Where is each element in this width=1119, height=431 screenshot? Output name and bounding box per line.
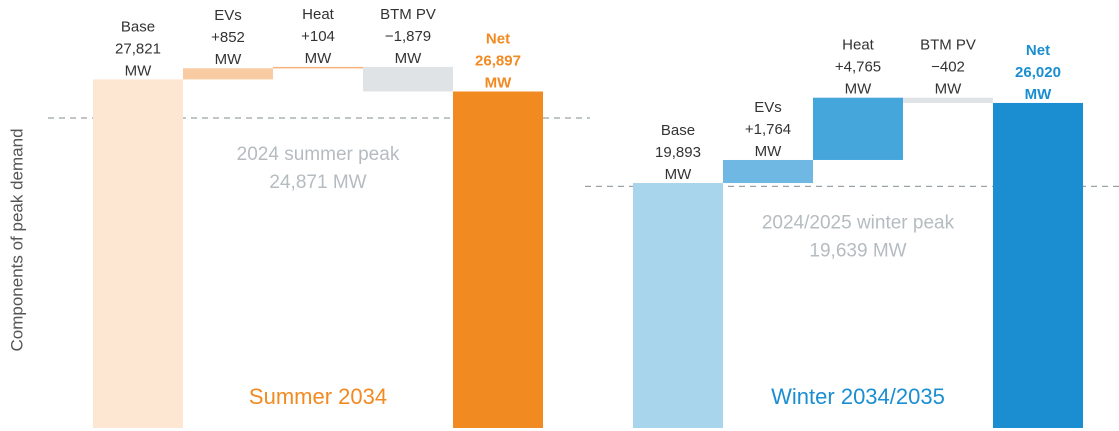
data-label: −1,879 (385, 28, 431, 45)
data-label: +104 (301, 28, 335, 45)
data-label: Net (1026, 42, 1050, 59)
data-label: −402 (931, 59, 965, 76)
data-label: MW (755, 143, 782, 160)
data-label: BTM PV (380, 6, 436, 23)
data-label: 26,020 (1015, 64, 1061, 81)
data-label: MW (215, 51, 242, 68)
data-label: MW (305, 50, 332, 67)
reference-label: 2024/2025 winter peak (762, 212, 955, 233)
data-label: MW (665, 166, 692, 183)
data-label: 27,821 (115, 40, 161, 57)
bar (93, 79, 183, 429)
data-label: MW (1025, 86, 1052, 103)
data-label: 26,897 (475, 52, 521, 69)
y-axis-label: Components of peak demand (7, 128, 26, 351)
bar (453, 91, 543, 429)
data-label: MW (845, 81, 872, 98)
bar (363, 66, 453, 92)
data-label: EVs (754, 99, 782, 116)
panel-title: Summer 2034 (249, 384, 387, 409)
data-label: +852 (211, 29, 245, 46)
data-label: MW (125, 62, 152, 79)
data-label: MW (395, 50, 422, 67)
bar (993, 102, 1083, 428)
bar (183, 68, 273, 80)
data-label: Base (661, 122, 695, 139)
bar (633, 183, 723, 428)
data-label: +1,764 (745, 121, 791, 138)
data-label: MW (935, 81, 962, 98)
data-label: Heat (842, 37, 875, 54)
bar (813, 97, 903, 160)
data-label: Base (121, 18, 155, 35)
data-label: MW (485, 74, 512, 91)
data-label: +4,765 (835, 59, 881, 76)
reference-value: 24,871 MW (269, 172, 366, 193)
data-label: Net (486, 30, 510, 47)
data-label: 19,893 (655, 144, 701, 161)
bar (273, 66, 363, 69)
data-label: BTM PV (920, 37, 976, 54)
bar (903, 97, 993, 103)
bar (723, 159, 813, 184)
reference-value: 19,639 MW (809, 240, 906, 261)
reference-label: 2024 summer peak (237, 144, 400, 165)
data-label: Heat (302, 6, 335, 23)
panel-title: Winter 2034/2035 (771, 384, 945, 409)
data-label: EVs (214, 7, 242, 24)
